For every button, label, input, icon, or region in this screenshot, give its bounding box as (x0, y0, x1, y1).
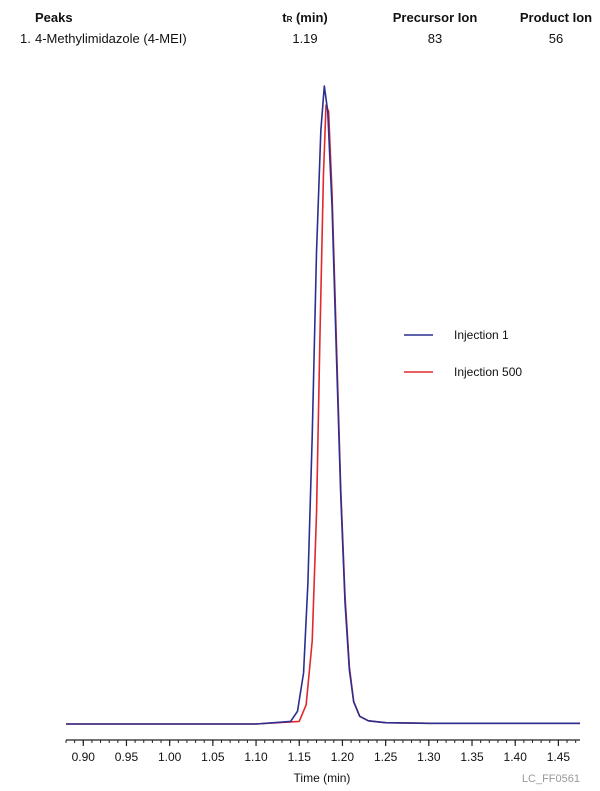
x-tick-label: 1.35 (460, 750, 484, 764)
x-tick-label: 1.10 (244, 750, 268, 764)
peaks-header: Peaks (35, 10, 73, 25)
x-axis-label: Time (min) (294, 771, 351, 785)
legend-label-2: Injection 500 (454, 365, 522, 379)
legend: Injection 1 Injection 500 (404, 328, 522, 379)
x-tick-label: 1.05 (201, 750, 225, 764)
retention-time-header-main: t (282, 10, 287, 25)
x-tick-label: 0.95 (115, 750, 139, 764)
retention-time-header-unit: (min) (292, 10, 328, 25)
x-tick-label: 1.20 (331, 750, 355, 764)
retention-time-header-sub: R (286, 15, 293, 24)
x-tick-label: 1.45 (547, 750, 571, 764)
x-tick-label: 1.40 (504, 750, 528, 764)
peak-precursor-ion: 83 (427, 31, 443, 46)
x-tick-label: 1.15 (288, 750, 312, 764)
x-tick-label: 0.90 (72, 750, 96, 764)
peak-retention-time: 1.19 (292, 31, 318, 46)
series-layer (66, 85, 580, 725)
x-tick-label: 1.30 (417, 750, 441, 764)
peak-number: 1. (20, 31, 31, 46)
precursor-ion-header: Precursor Ion (392, 10, 478, 25)
peak-name: 4-Methylimidazole (4-MEI) (35, 31, 187, 46)
series-line-1 (66, 85, 580, 725)
series-line-2 (66, 104, 580, 725)
x-tick-label: 1.00 (158, 750, 182, 764)
retention-time-header: tR (min) (282, 10, 328, 25)
peak-product-ion: 56 (548, 31, 564, 46)
x-axis-ticks: 0.90 0.95 1.00 1.05 1.10 1.15 1.20 1.25 1.30 1.35… (65, 740, 577, 764)
x-tick-label: 1.25 (374, 750, 398, 764)
product-ion-header: Product Ion (519, 10, 593, 25)
legend-label-1: Injection 1 (454, 328, 509, 342)
figure-id: LC_FF0561 (522, 773, 580, 785)
